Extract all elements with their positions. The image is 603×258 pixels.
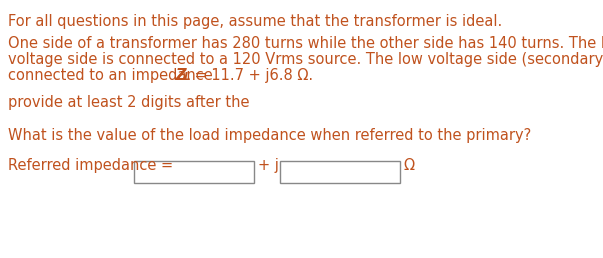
- Text: voltage side is connected to a 120 Vrms source. The low voltage side (secondary): voltage side is connected to a 120 Vrms …: [8, 52, 603, 67]
- Text: What is the value of the load impedance when referred to the primary?: What is the value of the load impedance …: [8, 128, 531, 143]
- Text: Ω: Ω: [404, 158, 415, 173]
- Text: provide at least 2 digits after the: provide at least 2 digits after the: [8, 95, 250, 110]
- Bar: [134, 161, 254, 183]
- Text: For all questions in this page, assume that the transformer is ideal.: For all questions in this page, assume t…: [8, 14, 502, 29]
- Text: connected to an impedance: connected to an impedance: [8, 68, 217, 83]
- Text: Referred impedance =: Referred impedance =: [8, 158, 173, 173]
- Text: Z: Z: [175, 68, 186, 83]
- Text: = 11.7 + j6.8 Ω.: = 11.7 + j6.8 Ω.: [190, 68, 313, 83]
- Bar: [280, 161, 400, 183]
- Text: + j: + j: [258, 158, 279, 173]
- Text: L: L: [184, 72, 191, 82]
- Text: One side of a transformer has 280 turns while the other side has 140 turns. The : One side of a transformer has 280 turns …: [8, 36, 603, 51]
